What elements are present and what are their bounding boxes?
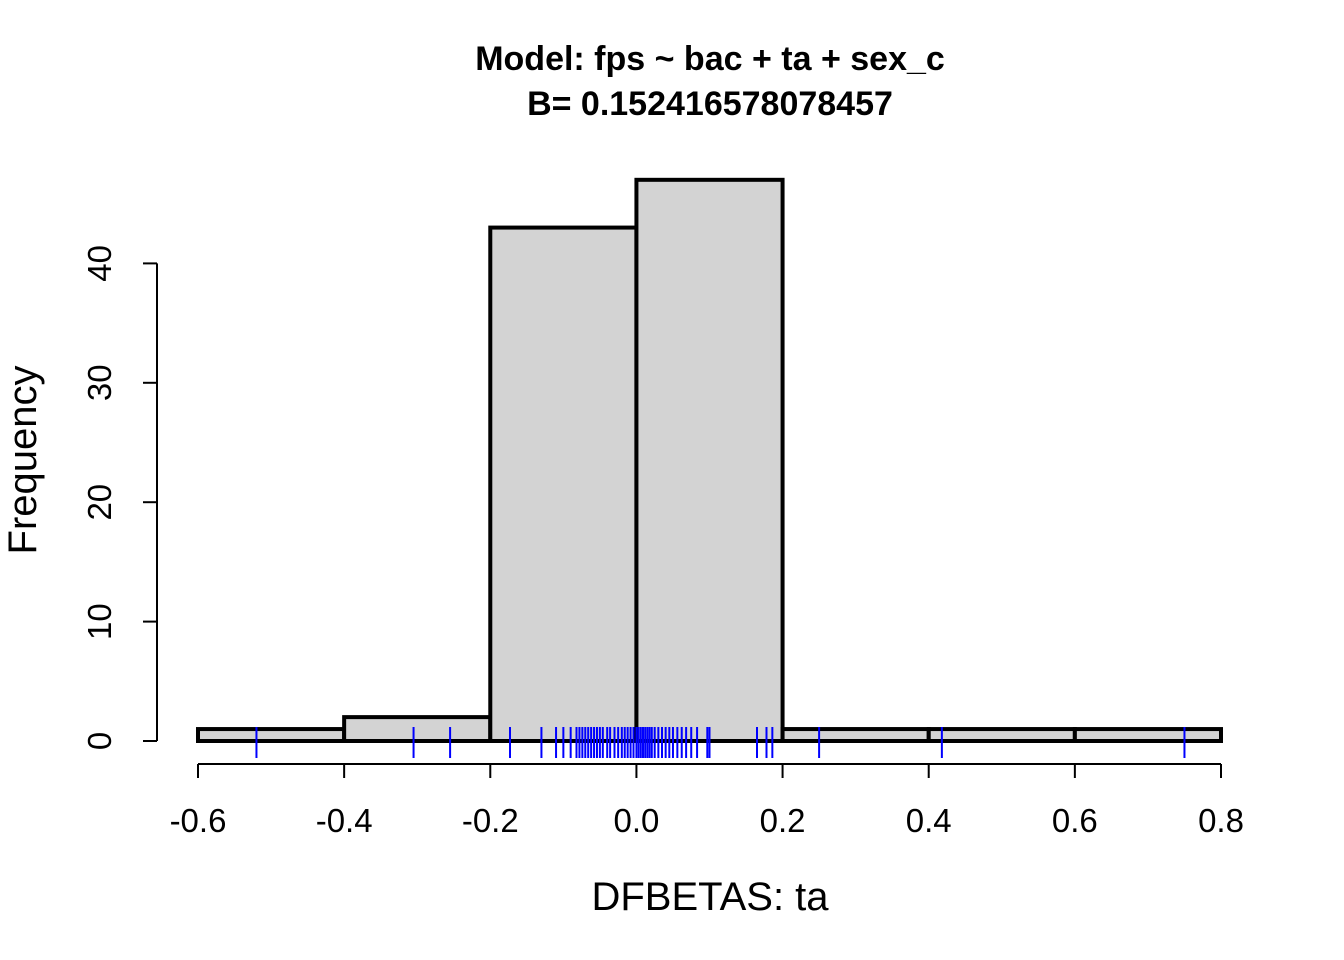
x-tick-label: -0.6 — [170, 802, 227, 839]
x-tick-label: 0.2 — [760, 802, 806, 839]
histogram-bar — [488, 225, 639, 743]
x-tick-label: -0.2 — [462, 802, 519, 839]
y-axis: 0 10 20 30 40 — [81, 245, 158, 750]
y-tick-label: 20 — [81, 484, 118, 521]
histogram-bar — [634, 177, 785, 743]
x-axis: -0.6 -0.4 -0.2 0.0 0.2 0.4 0.6 0.8 — [170, 763, 1244, 839]
histogram-bar — [780, 727, 931, 743]
x-axis-title: DFBETAS: ta — [591, 875, 829, 919]
y-axis-title: Frequency — [1, 366, 45, 555]
histogram-bars — [196, 177, 1224, 743]
histogram-bar — [196, 727, 347, 743]
x-tick-label: 0.6 — [1052, 802, 1098, 839]
x-tick-label: 0.8 — [1198, 802, 1244, 839]
y-tick-label: 0 — [81, 732, 118, 750]
chart-subtitle: B= 0.152416578078457 — [527, 85, 893, 123]
rug-marks — [255, 727, 1186, 758]
x-tick-label: 0.0 — [613, 802, 659, 839]
histogram-bar — [1072, 727, 1224, 743]
chart-title: Model: fps ~ bac + ta + sex_c — [475, 40, 945, 78]
histogram-bar — [926, 727, 1077, 743]
x-tick-label: 0.4 — [906, 802, 952, 839]
x-tick-label: -0.4 — [316, 802, 373, 839]
histogram-bar — [342, 715, 493, 743]
y-tick-label: 30 — [81, 364, 118, 401]
y-tick-label: 10 — [81, 603, 118, 640]
y-tick-label: 40 — [81, 245, 118, 282]
